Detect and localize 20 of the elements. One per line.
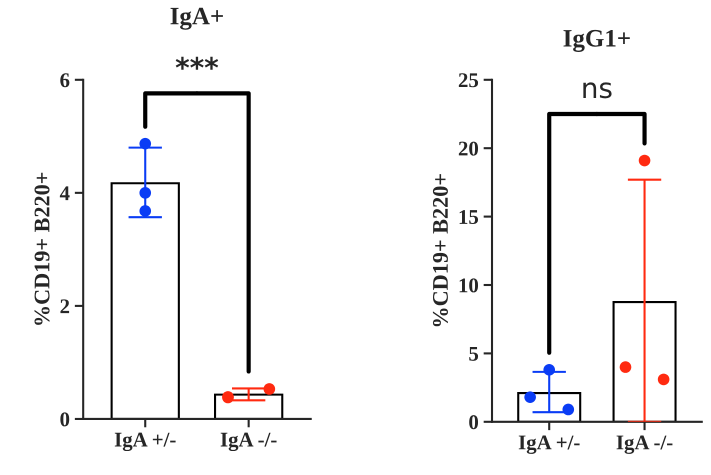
text: *** xyxy=(176,56,218,70)
y-axis-title: %CD19+ B220+ xyxy=(432,174,448,326)
y-tick-label: 25 xyxy=(458,73,478,88)
annotation: ns xyxy=(583,82,612,98)
y-tick-label: 15 xyxy=(460,210,478,224)
y-tick-label: 20 xyxy=(458,142,478,156)
chart-title: IgG1+ xyxy=(564,30,630,52)
y-axis-title: %CD19+ B220+ xyxy=(34,172,50,325)
y-tick-label: 2 xyxy=(60,299,70,314)
y-tick-label: 5 xyxy=(469,346,478,361)
y-tick-label: 0 xyxy=(60,412,70,426)
x-tick-label: IgA +/- xyxy=(518,436,580,454)
y-tick-label: 10 xyxy=(460,278,478,292)
x-tick-label: IgA +/- xyxy=(114,432,176,452)
y-tick-label: 6 xyxy=(60,73,70,88)
chart-title: IgA+ xyxy=(170,8,223,30)
x-tick-label: IgA -/- xyxy=(616,436,672,454)
x-tick-label: IgA -/- xyxy=(220,432,277,452)
y-tick-label: 0 xyxy=(469,415,478,430)
y-tick-label: 4 xyxy=(60,186,70,200)
